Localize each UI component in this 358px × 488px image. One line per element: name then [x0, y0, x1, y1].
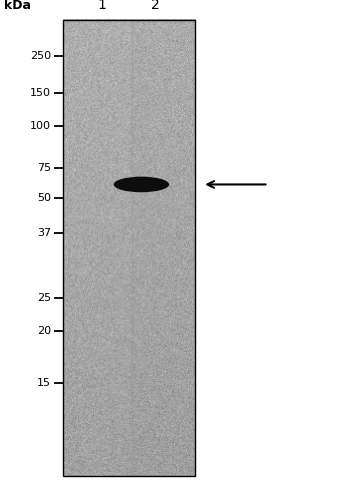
Ellipse shape: [113, 177, 169, 192]
Text: 37: 37: [37, 228, 51, 238]
Text: kDa: kDa: [4, 0, 30, 12]
Bar: [63, 20, 195, 476]
Text: 250: 250: [30, 51, 51, 61]
Text: 50: 50: [37, 193, 51, 203]
Text: 75: 75: [37, 163, 51, 173]
Text: 25: 25: [37, 293, 51, 303]
Text: 1: 1: [98, 0, 106, 12]
Text: 150: 150: [30, 88, 51, 98]
Text: 15: 15: [37, 378, 51, 388]
Text: 2: 2: [151, 0, 160, 12]
Text: 20: 20: [37, 326, 51, 336]
Text: 100: 100: [30, 121, 51, 131]
